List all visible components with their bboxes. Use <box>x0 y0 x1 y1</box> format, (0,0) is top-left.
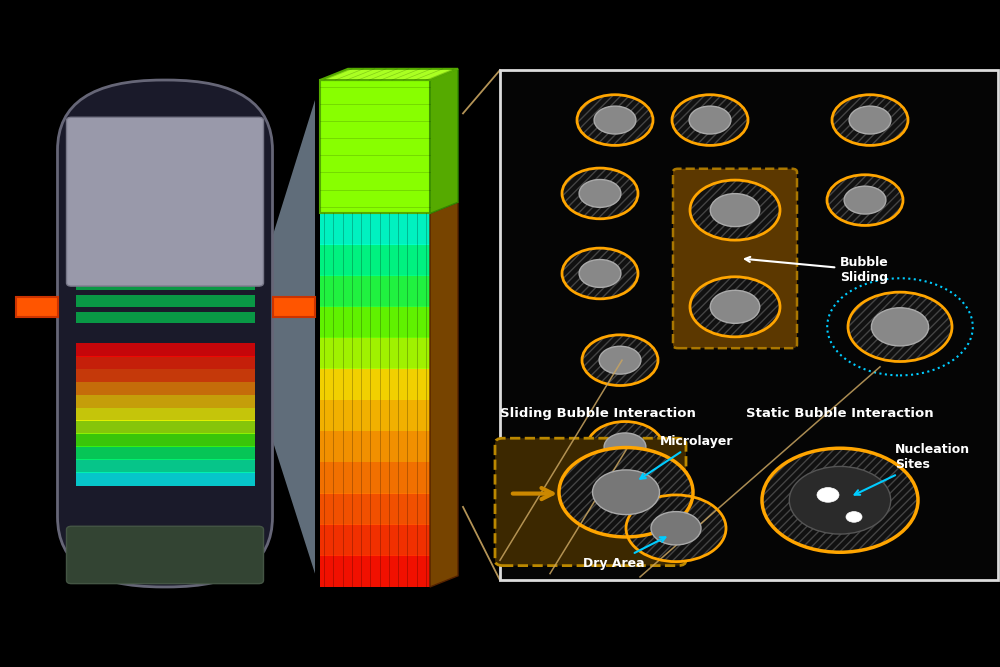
Circle shape <box>710 290 760 323</box>
Bar <box>76 420 254 434</box>
Bar <box>76 262 254 273</box>
Text: Bubble
Sliding: Bubble Sliding <box>745 256 889 284</box>
Circle shape <box>587 422 663 472</box>
Circle shape <box>599 346 641 374</box>
Circle shape <box>689 106 731 134</box>
Bar <box>76 446 254 460</box>
FancyBboxPatch shape <box>66 117 264 286</box>
Polygon shape <box>268 100 315 574</box>
Circle shape <box>789 466 891 534</box>
Circle shape <box>710 193 760 227</box>
Bar <box>76 161 254 173</box>
Bar <box>76 229 254 239</box>
Bar <box>76 395 254 408</box>
Circle shape <box>849 106 891 134</box>
Bar <box>76 369 254 382</box>
Circle shape <box>604 433 646 461</box>
Bar <box>76 295 254 307</box>
Bar <box>76 382 254 396</box>
Bar <box>320 338 430 369</box>
Text: Static Bubble Interaction: Static Bubble Interaction <box>746 408 934 420</box>
Bar <box>76 408 254 421</box>
Circle shape <box>817 488 839 502</box>
Bar <box>76 459 254 473</box>
Bar <box>76 434 254 447</box>
Circle shape <box>827 175 903 225</box>
Polygon shape <box>430 69 458 213</box>
Bar <box>76 312 254 323</box>
Circle shape <box>582 335 658 386</box>
Bar <box>16 297 58 317</box>
Bar <box>272 297 314 317</box>
Circle shape <box>848 292 952 362</box>
Bar <box>500 70 998 580</box>
Circle shape <box>844 186 886 214</box>
Circle shape <box>832 95 908 145</box>
Bar <box>76 279 254 290</box>
Text: Nucleation
Sites: Nucleation Sites <box>855 444 970 495</box>
FancyBboxPatch shape <box>58 80 272 587</box>
Circle shape <box>579 259 621 287</box>
Bar <box>76 245 254 256</box>
Circle shape <box>626 495 726 562</box>
Bar <box>76 212 254 223</box>
Bar <box>320 431 430 462</box>
Bar <box>320 524 430 556</box>
Polygon shape <box>320 69 458 80</box>
FancyBboxPatch shape <box>495 438 686 566</box>
Bar <box>76 178 254 189</box>
Bar <box>76 472 254 486</box>
Bar <box>320 213 430 245</box>
Bar <box>320 306 430 338</box>
Bar <box>320 462 430 494</box>
Bar <box>320 80 430 213</box>
Bar <box>320 555 430 587</box>
Circle shape <box>690 180 780 240</box>
Polygon shape <box>430 202 458 587</box>
Circle shape <box>562 248 638 299</box>
Bar <box>76 195 254 206</box>
Text: Microlayer: Microlayer <box>640 435 734 479</box>
FancyBboxPatch shape <box>66 526 264 584</box>
Circle shape <box>690 277 780 337</box>
Bar <box>76 343 254 357</box>
Circle shape <box>562 168 638 219</box>
Circle shape <box>672 95 748 145</box>
Bar <box>320 400 430 432</box>
Circle shape <box>651 512 701 545</box>
Text: Sliding Bubble Interaction: Sliding Bubble Interaction <box>500 408 696 420</box>
Circle shape <box>577 95 653 145</box>
Bar <box>320 244 430 275</box>
Circle shape <box>579 179 621 207</box>
Circle shape <box>762 448 918 552</box>
Text: Dry Area: Dry Area <box>583 537 665 570</box>
Circle shape <box>594 106 636 134</box>
Bar <box>320 368 430 400</box>
Circle shape <box>559 448 693 537</box>
Circle shape <box>592 470 660 515</box>
Circle shape <box>846 512 862 522</box>
FancyBboxPatch shape <box>673 169 797 348</box>
Circle shape <box>871 307 929 346</box>
Bar <box>320 493 430 525</box>
Bar <box>320 275 430 307</box>
Bar <box>76 356 254 370</box>
